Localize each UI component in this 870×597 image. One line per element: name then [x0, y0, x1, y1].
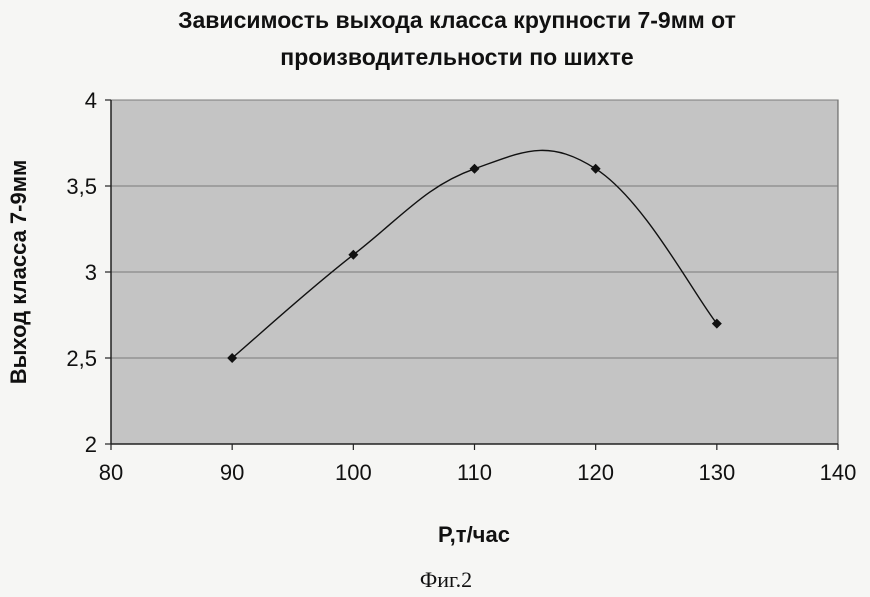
- x-tick-label-6: 140: [820, 460, 857, 485]
- x-tick-label-1: 90: [220, 460, 244, 485]
- y-tick-label-4: 4: [85, 88, 97, 113]
- x-tick-label-3: 110: [457, 460, 492, 485]
- figure-caption: Фиг.2: [420, 567, 472, 592]
- y-tick-label-3: 3,5: [66, 174, 97, 199]
- y-tick-label-2: 3: [85, 260, 97, 285]
- x-tick-label-4: 120: [577, 460, 614, 485]
- chart-title-line-1: Зависимость выхода класса крупности 7-9м…: [178, 7, 736, 33]
- y-tick-label-0: 2: [85, 432, 97, 457]
- y-axis-title: Выход класса 7-9мм: [6, 160, 31, 385]
- x-axis-title: Р,т/час: [438, 522, 510, 547]
- x-tick-label-2: 100: [335, 460, 372, 485]
- y-tick-label-1: 2,5: [66, 346, 97, 371]
- x-tick-label-0: 80: [99, 460, 123, 485]
- chart-title-line-2: производительности по шихте: [280, 44, 633, 70]
- x-tick-label-5: 130: [698, 460, 735, 485]
